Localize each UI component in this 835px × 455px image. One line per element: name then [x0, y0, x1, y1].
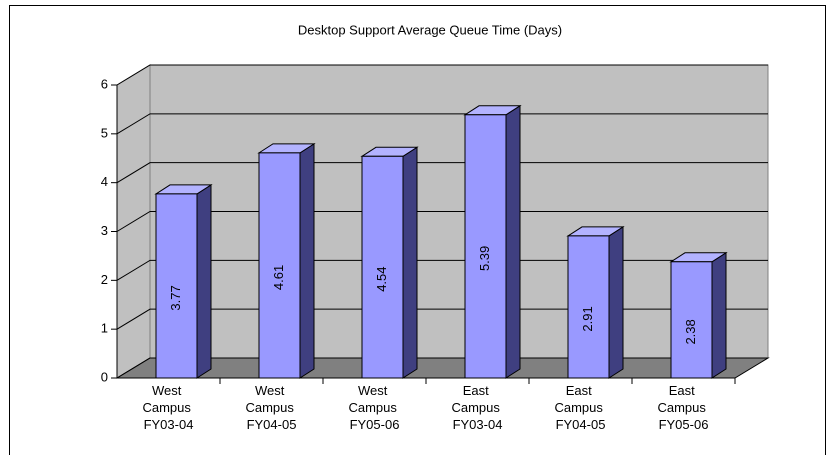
bar — [566, 225, 625, 379]
bar-front — [567, 235, 610, 379]
bar-front — [464, 114, 507, 379]
x-tick-label: West Campus FY03-04 — [142, 383, 194, 432]
grid-line — [116, 259, 768, 281]
grid-line — [116, 113, 768, 135]
y-tick-label: 0 — [101, 369, 108, 384]
grid-line — [116, 162, 768, 184]
bar-side — [196, 183, 212, 379]
data-label: 2.91 — [580, 306, 595, 331]
y-tick-label: 5 — [101, 125, 108, 140]
floor — [115, 357, 770, 379]
data-label: 2.38 — [683, 319, 698, 344]
y-tick-label: 3 — [101, 223, 108, 238]
bar-side — [299, 142, 315, 379]
chart-title: Desktop Support Average Queue Time (Days… — [298, 22, 562, 37]
grid-line — [116, 211, 768, 232]
grid-line — [116, 357, 768, 379]
y-tick-label: 6 — [101, 76, 108, 91]
bar — [360, 146, 419, 379]
bar-front — [155, 193, 198, 379]
bar-front — [258, 152, 301, 379]
x-tick-label: East Campus FY05-06 — [657, 383, 709, 432]
bar-side — [711, 251, 727, 379]
y-tick-label: 1 — [101, 321, 108, 336]
y-tick-label: 4 — [101, 174, 108, 189]
grid-line — [116, 64, 768, 86]
x-tick-label: East Campus FY04-05 — [554, 383, 606, 432]
data-label: 4.61 — [271, 265, 286, 290]
data-label: 5.39 — [477, 246, 492, 271]
bar — [669, 251, 728, 379]
bar-side — [505, 104, 521, 379]
x-tick-label: East Campus FY03-04 — [451, 383, 503, 432]
grid-line — [116, 308, 768, 330]
x-tick-label: West Campus FY05-06 — [348, 383, 400, 432]
bar-side — [402, 146, 418, 379]
bar — [257, 142, 316, 379]
bar-side — [608, 225, 624, 379]
bar-front — [670, 261, 713, 379]
data-label: 4.54 — [374, 266, 389, 291]
x-tick-label: West Campus FY04-05 — [245, 383, 297, 432]
bar-front — [361, 155, 404, 379]
bar — [154, 183, 213, 379]
y-tick-label: 2 — [101, 272, 108, 287]
data-label: 3.77 — [168, 285, 183, 310]
bar — [463, 104, 522, 379]
